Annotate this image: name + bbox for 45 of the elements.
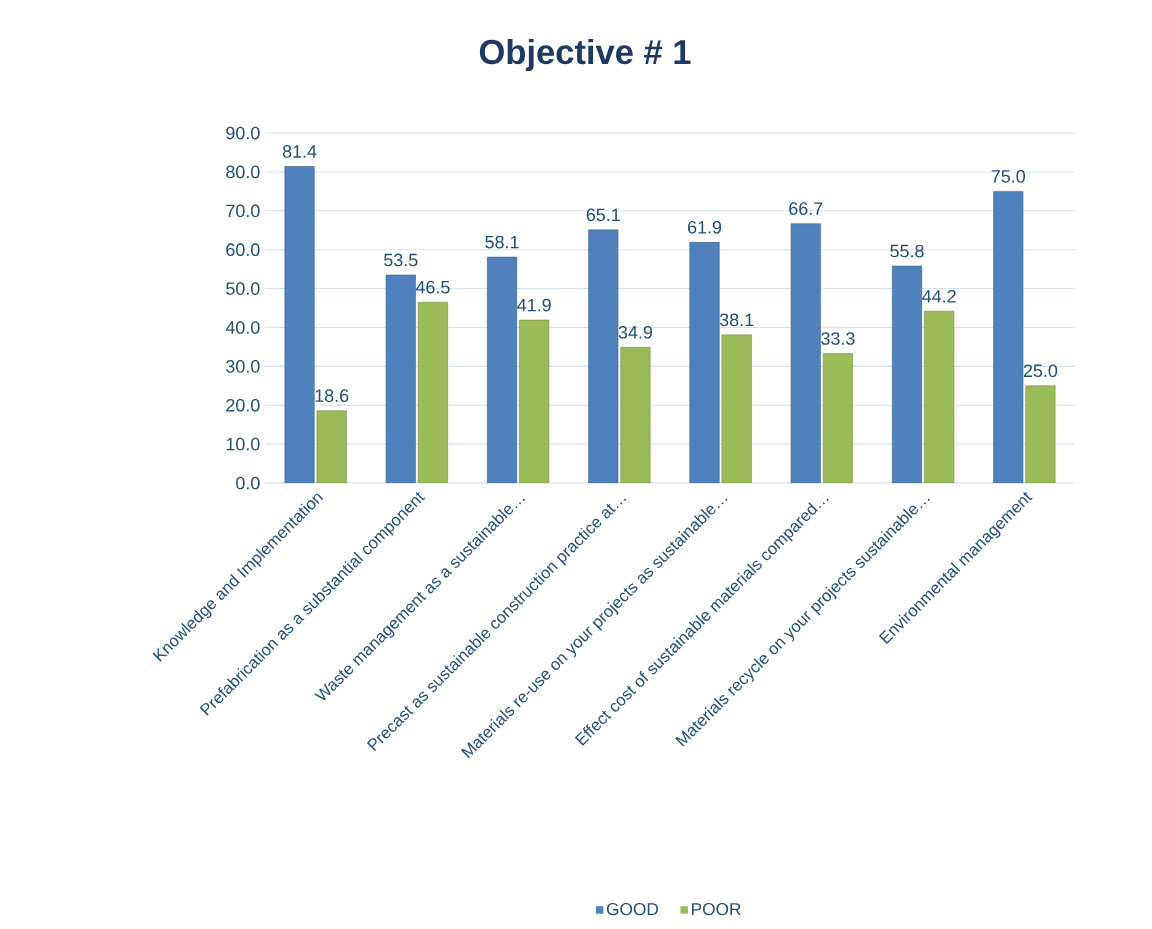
bar [284, 166, 315, 484]
y-tick-label: 70.0 [226, 204, 260, 218]
data-label: 65.1 [586, 208, 620, 222]
data-label: 38.1 [719, 313, 754, 327]
data-label: 34.9 [618, 325, 653, 339]
bar [316, 410, 347, 484]
legend-label: POOR [692, 902, 741, 916]
y-tick-label: 90.0 [226, 126, 260, 140]
data-label: 53.5 [384, 253, 418, 267]
data-label: 61.9 [688, 220, 722, 234]
data-label: 18.6 [315, 389, 349, 403]
data-label: 81.4 [282, 145, 317, 158]
data-label: 55.8 [890, 244, 924, 258]
bar [721, 334, 752, 484]
bar [924, 310, 955, 484]
y-tick-label: 60.0 [226, 243, 260, 257]
y-tick-label: 0.0 [236, 476, 260, 490]
data-label: 58.1 [485, 235, 519, 249]
y-tick-label: 50.0 [226, 282, 260, 295]
bar [1025, 385, 1056, 484]
bar [487, 256, 518, 484]
data-label: 44.2 [922, 289, 956, 303]
y-tick-label: 40.0 [225, 321, 260, 334]
data-label: 66.7 [789, 202, 823, 215]
bar [822, 353, 853, 484]
bar [588, 229, 619, 484]
data-label: 25.0 [1023, 364, 1058, 378]
y-tick-label: 80.0 [226, 165, 260, 179]
bar [790, 223, 821, 484]
y-tick-label: 30.0 [226, 360, 260, 373]
y-tick-label: 10.0 [226, 437, 260, 451]
bar [689, 242, 720, 484]
chart-title: Objective # 1 [479, 38, 691, 72]
y-tick-label: 20.0 [226, 398, 260, 412]
bar [620, 347, 651, 484]
bar [417, 301, 448, 484]
data-label: 41.9 [517, 298, 551, 312]
bar [993, 191, 1024, 484]
bar [385, 274, 416, 484]
legend-label: GOOD [606, 902, 659, 916]
data-label: 33.3 [821, 332, 855, 345]
bar [892, 265, 923, 484]
data-label: 75.0 [991, 170, 1026, 183]
data-label: 46.5 [415, 280, 450, 294]
bar [519, 319, 550, 484]
